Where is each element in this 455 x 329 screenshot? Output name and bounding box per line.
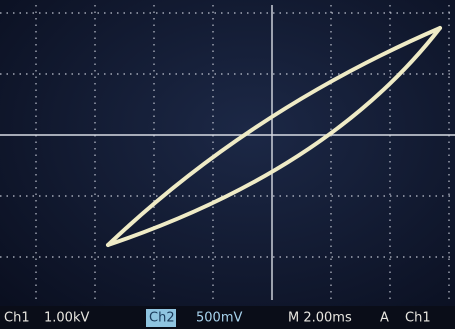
ch2-scale: 500mV bbox=[196, 311, 242, 326]
trigger-mode: A bbox=[380, 311, 389, 326]
timebase: M 2.00ms bbox=[288, 311, 352, 326]
ch2-label: Ch2 bbox=[149, 311, 175, 326]
oscilloscope-screen: Ch1 1.00kV Ch2 500mV M 2.00ms A Ch1 bbox=[0, 0, 455, 329]
screen-background bbox=[0, 0, 455, 329]
ch1-label: Ch1 bbox=[4, 311, 30, 326]
trigger-source: Ch1 bbox=[405, 311, 431, 326]
ch1-scale: 1.00kV bbox=[44, 311, 89, 326]
